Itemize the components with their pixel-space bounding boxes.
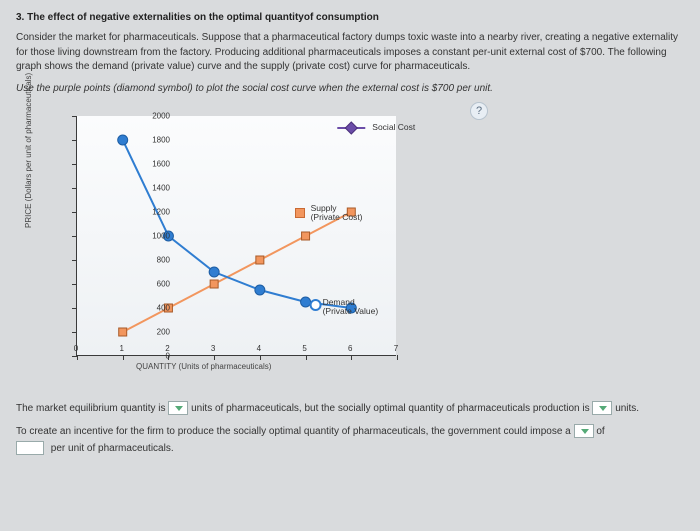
x-axis-title: QUANTITY (Units of pharmaceuticals) — [136, 362, 271, 371]
legend-label: Supply(Private Cost) — [311, 204, 363, 223]
y-axis-title: PRICE (Dollars per unit of pharmaceutica… — [24, 72, 33, 227]
y-tick-label: 1000 — [140, 231, 170, 240]
x-tick-label: 0 — [74, 344, 78, 353]
fill-in-row-1: The market equilibrium quantity is units… — [16, 400, 684, 417]
y-tick-label: 200 — [140, 327, 170, 336]
plot-instruction: Use the purple points (diamond symbol) t… — [16, 83, 684, 94]
x-tick-label: 3 — [211, 344, 215, 353]
x-tick-label: 2 — [165, 344, 169, 353]
chevron-down-icon — [599, 404, 607, 412]
y-tick-label: 600 — [140, 279, 170, 288]
q2-text-b: of — [596, 426, 604, 437]
dropdown-optimal-quantity[interactable] — [592, 401, 612, 415]
amount-input[interactable] — [16, 441, 44, 455]
x-tick-label: 7 — [394, 344, 398, 353]
chevron-down-icon — [581, 427, 589, 435]
y-tick-label: 1800 — [140, 135, 170, 144]
q1-text-b: units of pharmaceuticals, but the social… — [191, 403, 590, 414]
y-tick-label: 1400 — [140, 183, 170, 192]
y-tick-label: 800 — [140, 255, 170, 264]
y-tick-label: 2000 — [140, 111, 170, 120]
dropdown-eq-quantity[interactable] — [168, 401, 188, 415]
q1-text-a: The market equilibrium quantity is — [16, 403, 166, 414]
q1-text-c: units. — [615, 403, 639, 414]
x-tick-label: 5 — [302, 344, 306, 353]
x-tick-label: 4 — [257, 344, 261, 353]
legend-swatch — [295, 208, 305, 218]
chart-container: ? PRICE (Dollars per unit of pharmaceuti… — [16, 100, 496, 390]
chevron-down-icon — [175, 404, 183, 412]
dropdown-policy[interactable] — [574, 424, 594, 438]
q2-text-c: per unit of pharmaceuticals. — [51, 443, 174, 454]
x-tick-label: 6 — [348, 344, 352, 353]
question-paragraph: Consider the market for pharmaceuticals.… — [16, 31, 684, 75]
fill-in-row-2: To create an incentive for the firm to p… — [16, 423, 684, 457]
chart-plot-area[interactable] — [76, 116, 396, 356]
legend-label: Social Cost — [372, 123, 415, 132]
x-tick-label: 1 — [119, 344, 123, 353]
q2-text-a: To create an incentive for the firm to p… — [16, 426, 571, 437]
y-tick-label: 1600 — [140, 159, 170, 168]
question-title: 3. The effect of negative externalities … — [16, 12, 684, 23]
y-tick-label: 400 — [140, 303, 170, 312]
legend-label: Demand(Private Value) — [323, 298, 379, 317]
help-button[interactable]: ? — [470, 102, 488, 120]
y-tick-label: 1200 — [140, 207, 170, 216]
chart-svg — [77, 116, 397, 356]
